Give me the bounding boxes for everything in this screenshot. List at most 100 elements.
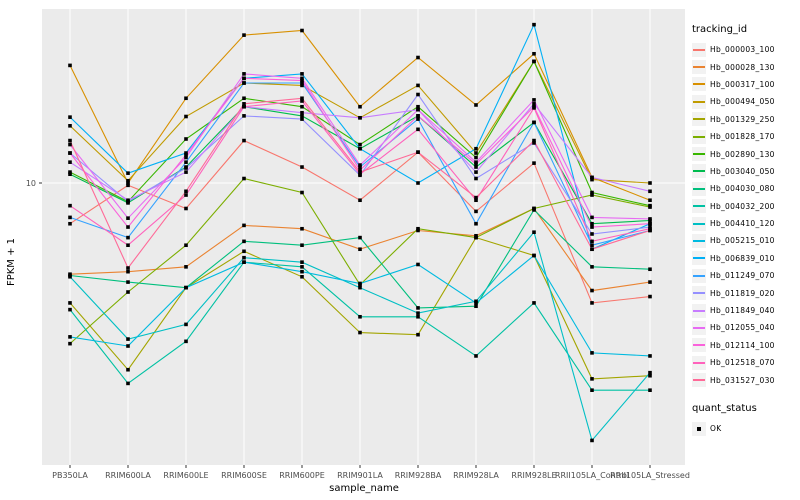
data-point	[184, 193, 188, 197]
data-point	[590, 438, 594, 443]
data-point	[126, 280, 130, 284]
data-point	[416, 104, 420, 109]
data-point	[532, 253, 536, 258]
data-point	[590, 215, 594, 220]
data-point	[242, 249, 246, 254]
data-point	[648, 354, 652, 358]
legend-entry-label: Hb_003040_050	[710, 166, 775, 176]
data-point	[184, 166, 188, 170]
data-point	[68, 172, 72, 177]
legend-key-line-icon	[692, 216, 706, 231]
data-point	[184, 339, 188, 344]
data-point	[358, 104, 362, 109]
data-point	[474, 176, 478, 181]
legend-entry-label: Hb_004410_120	[710, 219, 775, 229]
data-point	[126, 225, 130, 229]
data-point	[68, 115, 72, 119]
legend-entry-Hb_011249_070: Hb_011249_070	[692, 267, 798, 284]
y-axis-title: FPKM + 1	[6, 238, 17, 286]
x-tick-label: RRIM928BA	[395, 471, 442, 480]
legend-key-line-icon	[692, 268, 706, 283]
data-point	[68, 307, 72, 312]
data-point	[590, 265, 594, 269]
data-point	[358, 247, 362, 252]
data-point	[532, 120, 536, 125]
data-point	[590, 221, 594, 226]
legend-entries: Hb_000003_100 Hb_000028_130 Hb_000317_100 H…	[692, 41, 798, 389]
data-point	[474, 155, 478, 160]
data-point	[474, 209, 478, 214]
data-point	[68, 160, 72, 164]
legend-entry-Hb_002890_130: Hb_002890_130	[692, 145, 798, 162]
data-point	[358, 172, 362, 177]
data-point	[68, 142, 72, 147]
data-point	[416, 332, 420, 337]
data-point	[126, 290, 130, 294]
legend-entry-Hb_000028_130: Hb_000028_130	[692, 58, 798, 75]
data-point	[474, 195, 478, 200]
legend-entry-label: Hb_011819_020	[710, 288, 775, 298]
data-point	[68, 124, 72, 128]
data-point	[68, 151, 72, 155]
data-point	[358, 314, 362, 319]
legend-key-line-icon	[692, 129, 706, 144]
data-point	[300, 117, 304, 121]
legend-key-line-icon	[692, 373, 706, 388]
legend-entry-label: Hb_001828_170	[710, 132, 775, 142]
data-point	[474, 301, 478, 305]
data-point	[590, 175, 594, 180]
data-point	[590, 351, 594, 355]
data-point	[300, 72, 304, 76]
data-point	[68, 63, 72, 68]
data-point	[184, 285, 188, 290]
legend-entry-Hb_031527_030: Hb_031527_030	[692, 371, 798, 388]
legend-key-line-icon	[692, 77, 706, 92]
legend-entry-Hb_006839_010: Hb_006839_010	[692, 250, 798, 267]
legend-entry-Hb_005215_010: Hb_005215_010	[692, 232, 798, 249]
data-point	[300, 76, 304, 81]
data-point	[416, 306, 420, 310]
data-point	[300, 190, 304, 195]
legend-key-line-icon	[692, 233, 706, 248]
data-point	[68, 170, 72, 174]
legend-entry-label: Hb_031527_030	[710, 375, 775, 385]
data-point	[532, 230, 536, 235]
data-point	[474, 162, 478, 166]
data-point	[590, 243, 594, 248]
data-point	[532, 141, 536, 145]
data-point	[300, 274, 304, 279]
data-point	[416, 314, 420, 319]
data-point	[68, 203, 72, 208]
quant-status-legend: quant_status OK	[692, 403, 798, 437]
x-tick-label: RRIM928LE	[511, 471, 556, 480]
data-point	[590, 301, 594, 305]
data-point	[68, 341, 72, 346]
data-point	[648, 217, 652, 221]
data-point	[648, 280, 652, 284]
data-point	[358, 165, 362, 169]
data-point	[68, 335, 72, 339]
x-axis-title: sample_name	[329, 483, 399, 494]
legend-entry-label: Hb_000003_100	[710, 45, 775, 55]
legend-entry-Hb_001329_250: Hb_001329_250	[692, 111, 798, 128]
data-point	[242, 260, 246, 264]
legend-entry-label: Hb_004032_200	[710, 201, 775, 211]
data-point	[416, 55, 420, 60]
data-point	[68, 138, 72, 143]
data-point	[126, 181, 130, 185]
data-point	[300, 260, 304, 264]
data-point	[416, 117, 420, 121]
data-point	[126, 243, 130, 248]
data-point	[242, 223, 246, 228]
legend-title-tracking-id: tracking_id	[692, 24, 748, 35]
legend-entry-Hb_012055_040: Hb_012055_040	[692, 319, 798, 336]
data-point	[532, 22, 536, 27]
legend-key-line-icon	[692, 251, 706, 266]
data-point	[184, 243, 188, 248]
data-point	[126, 337, 130, 341]
data-point	[358, 146, 362, 151]
data-point	[474, 160, 478, 164]
data-point	[416, 181, 420, 185]
data-point	[532, 51, 536, 56]
legend-key-line-icon	[692, 164, 706, 179]
